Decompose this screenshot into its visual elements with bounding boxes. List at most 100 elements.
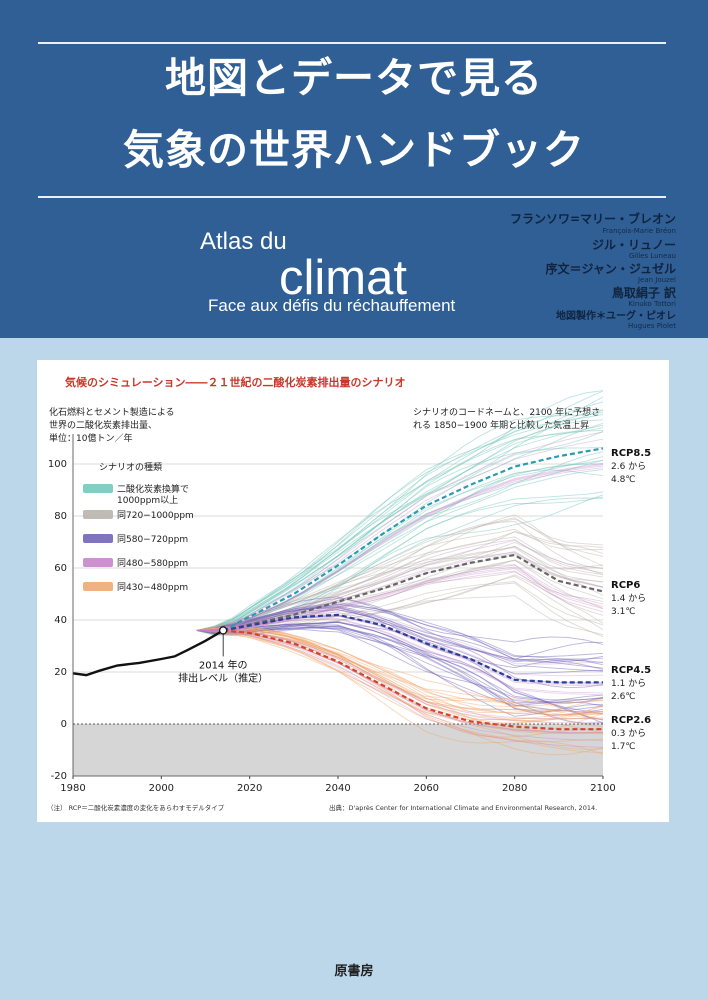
fan-line-rcp26: [196, 629, 604, 735]
fan-line-rcp6: [196, 552, 604, 631]
scenario-range-rcp26-1: 0.3 から: [611, 728, 646, 739]
fan-line-rcp85: [196, 429, 604, 631]
legend-title: シナリオの種類: [99, 462, 162, 473]
y-tick-label--20: -20: [51, 771, 67, 782]
fan-line-rcp45: [196, 621, 604, 703]
fan-line-rcp26: [196, 629, 604, 750]
x-tick-label-1980: 1980: [60, 783, 85, 794]
fan-line-rcp26: [196, 629, 604, 754]
fan-line-rcp6: [196, 545, 604, 631]
x-tick-label-2040: 2040: [325, 783, 350, 794]
mean-line-rcp6: [222, 553, 604, 632]
fan-line-rcp6: [196, 536, 604, 631]
legend-label-3: 同480−580ppm: [117, 558, 188, 569]
fan-line-480-580: [196, 464, 604, 632]
x-tick-label-2060: 2060: [414, 783, 439, 794]
fan-line-rcp85: [196, 424, 604, 631]
fan-line-rcp45: [196, 628, 604, 724]
author-1-latin: François-Marie Bréon: [602, 227, 676, 235]
fan-line-rcp26: [196, 629, 604, 720]
fan-line-rcp6: [196, 514, 604, 631]
fan-line-rcp85: [196, 419, 604, 631]
scenario-range-rcp85-1: 2.6 から: [611, 461, 646, 472]
fan-line-rcp45: [196, 624, 604, 707]
marker-label-1: 2014 年の: [199, 658, 248, 671]
emissions-chart: 気候のシミュレーション――２１世紀の二酸化炭素排出量のシナリオ 化石燃料とセメン…: [37, 360, 669, 822]
fan-line-480-580: [196, 618, 604, 694]
y-tick-label-20: 20: [54, 667, 67, 678]
right-note-2: れる 1850−1900 年期と比較した気温上昇: [413, 419, 589, 431]
x-tick-label-2000: 2000: [149, 783, 174, 794]
fan-line-rcp85: [196, 414, 604, 631]
fan-line-rcp6: [196, 575, 604, 634]
fan-line-480-580: [196, 618, 604, 696]
fan-line-480-580: [196, 431, 604, 631]
author-3: 序文＝ジャン・ジュゼル: [545, 262, 676, 276]
french-title-atlas: Atlas du: [200, 228, 287, 255]
fan-line-480-580: [196, 438, 604, 631]
fan-line-rcp45: [196, 603, 604, 663]
author-2-latin: Gilles Luneau: [628, 252, 676, 260]
translator-latin: Kinuko Tottori: [628, 300, 676, 308]
title-rule-bottom: [38, 196, 666, 198]
fan-line-rcp45: [196, 605, 604, 669]
fan-line-480-580: [196, 629, 604, 724]
translator: 鳥取絹子 訳: [611, 286, 676, 300]
fan-line-rcp26: [196, 628, 604, 714]
cartographer-latin: Hugues Piolet: [627, 322, 676, 330]
x-tick-label-2080: 2080: [502, 783, 527, 794]
fan-line-rcp85: [196, 468, 604, 633]
title-rule-top: [38, 42, 666, 44]
fan-line-rcp45: [196, 626, 604, 714]
mean-line-rcp26: [223, 629, 603, 731]
scenario-range-rcp85-2: 4.8℃: [611, 475, 635, 485]
fan-line-rcp26: [196, 629, 604, 724]
scenario-range-rcp45-1: 1.1 から: [611, 678, 646, 689]
footnote-right: 出典：D'après Center for International Clim…: [329, 803, 597, 812]
x-tick-label-2100: 2100: [590, 783, 615, 794]
scenario-range-rcp6-2: 3.1℃: [611, 607, 635, 617]
fan-line-rcp6: [196, 528, 604, 631]
scenario-range-rcp6-1: 1.4 から: [611, 593, 646, 604]
legend-label-2: 同580−720ppm: [117, 534, 188, 545]
legend-label-0-line1: 二酸化炭素換算で: [117, 483, 189, 495]
fan-line-rcp26: [196, 627, 604, 728]
fan-line-rcp85: [196, 459, 604, 632]
legend-swatch-2: [83, 534, 113, 543]
fan-line-rcp85: [196, 422, 604, 631]
fan-line-480-580: [196, 463, 604, 632]
fan-line-rcp85: [196, 427, 604, 631]
right-note-1: シナリオのコードネームと、2100 年に予想さ: [413, 406, 600, 418]
title-line-1: 地図とデータで見る: [165, 54, 543, 102]
fan-line-rcp45: [196, 601, 604, 658]
fan-line-rcp6: [196, 571, 604, 633]
fan-line-rcp85: [196, 456, 604, 632]
fan-line-rcp26: [196, 627, 604, 708]
y-tick-label-100: 100: [48, 459, 67, 470]
fan-line-rcp6: [196, 581, 604, 634]
mean-line-rcp85: [222, 447, 604, 632]
x-tick-label-2020: 2020: [237, 783, 262, 794]
fan-line-480-580: [196, 629, 604, 748]
fan-line-rcp85: [196, 409, 604, 631]
scenario-range-rcp26-2: 1.7℃: [611, 742, 635, 752]
fan-line-480-580: [196, 629, 604, 741]
fan-line-rcp6: [196, 595, 604, 636]
french-title-climat: climat: [279, 251, 407, 305]
fan-line-rcp26: [196, 628, 604, 721]
y-axis-label-1: 化石燃料とセメント製造による: [49, 406, 175, 418]
fan-line-rcp45: [196, 608, 604, 672]
fan-line-480-580: [196, 540, 604, 631]
y-tick-label-0: 0: [61, 719, 67, 730]
fan-line-rcp85: [196, 390, 604, 631]
fan-line-rcp85: [196, 401, 604, 631]
fan-line-rcp45: [196, 596, 604, 645]
y-tick-label-60: 60: [54, 563, 67, 574]
fan-line-rcp6: [196, 546, 604, 631]
fan-line-480-580: [196, 629, 604, 720]
fan-line-rcp45: [196, 597, 604, 660]
title-line-2: 気象の世界ハンドブック: [123, 126, 585, 174]
fan-line-480-580: [196, 568, 604, 632]
fan-line-rcp45: [196, 625, 604, 712]
fan-line-rcp85: [196, 459, 604, 633]
